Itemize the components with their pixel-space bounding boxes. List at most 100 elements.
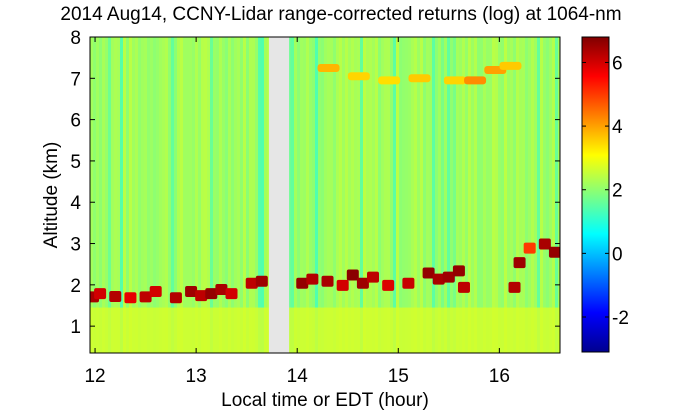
aerosol-layer-cells [90, 238, 560, 304]
heatmap-column [255, 37, 258, 353]
heatmap-column [96, 37, 99, 353]
heatmap-column [348, 37, 351, 353]
heatmap-column [312, 37, 315, 353]
heatmap-column [123, 37, 126, 353]
x-tick-label: 13 [186, 366, 207, 387]
aerosol-layer-cell [452, 265, 465, 277]
aerosol-layer-cell [382, 279, 395, 291]
heatmap-column [384, 37, 387, 353]
y-tick-label: 2 [70, 276, 81, 297]
aerosol-layer-cell [139, 291, 152, 303]
heatmap-column [171, 37, 174, 353]
heatmap-column [450, 37, 453, 353]
heatmap-column [351, 37, 354, 353]
heatmap-column [456, 37, 459, 353]
heatmap-column [495, 37, 498, 353]
aerosol-layer-cell [548, 246, 560, 258]
heatmap-column [114, 37, 117, 353]
heatmap-column [366, 37, 369, 353]
heatmap-column [447, 37, 450, 353]
chart-title: 2014 Aug14, CCNY-Lidar range-corrected r… [60, 4, 621, 25]
heatmap-column [342, 37, 345, 353]
x-axis-label: Local time or EDT (hour) [221, 390, 429, 411]
aerosol-layer-cell [296, 277, 309, 289]
x-tick-label: 16 [489, 366, 510, 387]
aerosol-layer-cell [185, 286, 198, 298]
heatmap-column [471, 37, 474, 353]
heatmap-column [120, 37, 123, 353]
aerosol-layer-cell [346, 269, 359, 281]
heatmap-column [402, 37, 405, 353]
x-tick-label: 14 [287, 366, 309, 387]
aerosol-layer-cell [321, 275, 334, 287]
heatmap-column [435, 37, 438, 353]
heatmap-column [303, 37, 306, 353]
heatmap-column [462, 37, 465, 353]
y-tick-label: 8 [70, 28, 81, 49]
aerosol-layer-cell [109, 290, 122, 302]
heatmap-column [540, 37, 543, 353]
heatmap-column [318, 37, 321, 353]
heatmap-column [465, 37, 468, 353]
heatmap-column [204, 37, 207, 353]
heatmap-column [477, 37, 480, 353]
heatmap-column [321, 37, 324, 353]
heatmap-column [528, 37, 531, 353]
heatmap-column [135, 37, 138, 353]
heatmap-column [387, 37, 390, 353]
heatmap-column [126, 37, 129, 353]
y-axis-ticks: 1 2 3 4 5 6 7 8 [70, 28, 560, 338]
heatmap-column [417, 37, 420, 353]
heatmap-column [381, 37, 384, 353]
heatmap-column [300, 37, 303, 353]
heatmap-column [513, 37, 516, 353]
heatmap-column [243, 37, 246, 353]
heatmap-column [210, 37, 213, 353]
heatmap-column [333, 37, 336, 353]
heatmap-column [396, 37, 399, 353]
heatmap-column [153, 37, 156, 353]
heatmap-column [501, 37, 504, 353]
heatmap-column [432, 37, 435, 353]
heatmap-column [507, 37, 510, 353]
heatmap-column [345, 37, 348, 353]
heatmap-column [468, 37, 471, 353]
heatmap-column [264, 37, 267, 353]
heatmap-column [492, 37, 495, 353]
heatmap-column [504, 37, 507, 353]
heatmap-column [522, 37, 525, 353]
heatmap-column [93, 37, 96, 353]
heatmap-column [537, 37, 540, 353]
heatmap-column [327, 37, 330, 353]
aerosol-layer-cell [306, 273, 319, 285]
aerosol-layer-cell [356, 277, 369, 289]
heatmap-column [423, 37, 426, 353]
aerosol-layer-cell [367, 271, 380, 283]
heatmap-column [108, 37, 111, 353]
heatmap-column [138, 37, 141, 353]
heatmap-column [372, 37, 375, 353]
heatmap-column [459, 37, 462, 353]
heatmap-column [408, 37, 411, 353]
heatmap-column [420, 37, 423, 353]
heatmap-column [252, 37, 255, 353]
aerosol-layer-cell [508, 281, 521, 293]
colorbar-tick-label: 4 [612, 117, 623, 138]
heatmap-column [195, 37, 198, 353]
heatmap-column [531, 37, 534, 353]
aerosol-layer-cell [225, 288, 238, 300]
heatmap-column [237, 37, 240, 353]
heatmap-column [330, 37, 333, 353]
heatmap-column [219, 37, 222, 353]
heatmap-column [552, 37, 555, 353]
heatmap-column [375, 37, 378, 353]
heatmap-column-stripes [90, 37, 560, 353]
heatmap-column [474, 37, 477, 353]
heatmap-column [444, 37, 447, 353]
heatmap-column [90, 37, 93, 353]
aerosol-layer-cell [149, 286, 162, 298]
heatmap-column [177, 37, 180, 353]
upper-layer-cell [464, 76, 487, 85]
colorbar-ticks: -2 0 2 4 6 [582, 53, 629, 329]
aerosol-layer-cell [169, 292, 182, 304]
